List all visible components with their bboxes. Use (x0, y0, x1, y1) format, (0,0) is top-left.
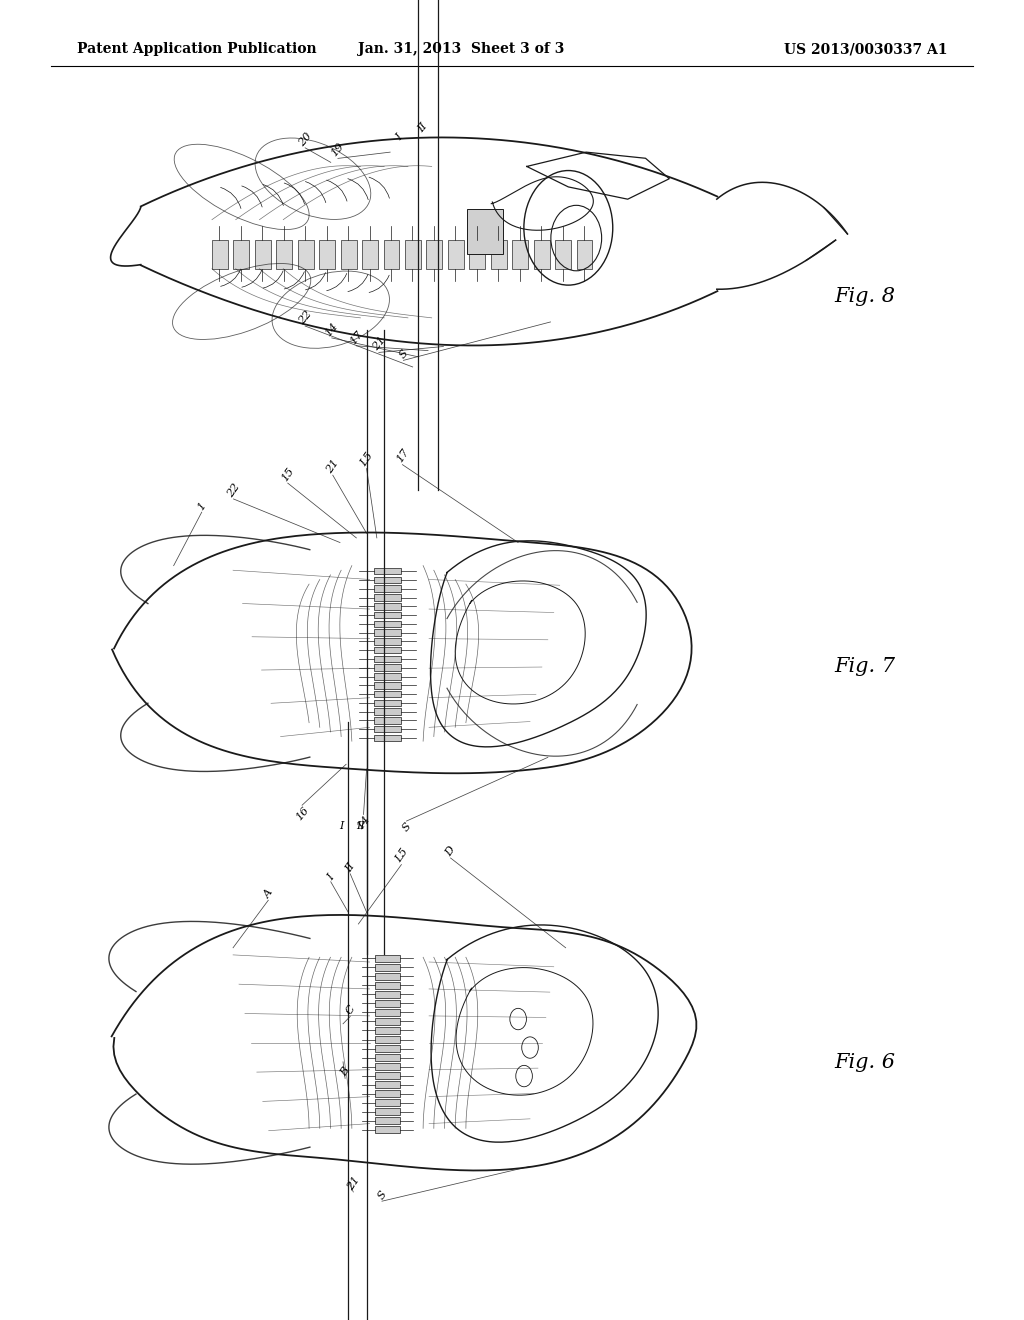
Text: L5: L5 (358, 451, 375, 469)
Bar (374, 585, 400, 591)
Bar (375, 1001, 400, 1007)
Text: B: B (339, 1067, 351, 1078)
Text: US 2013/0030337 A1: US 2013/0030337 A1 (783, 42, 947, 57)
Bar (375, 1018, 400, 1024)
Bar (375, 1090, 400, 1097)
Bar (375, 1072, 400, 1078)
Bar (298, 240, 313, 269)
Bar (374, 577, 400, 583)
Text: I: I (394, 133, 404, 143)
Bar (467, 210, 503, 255)
Text: 15: 15 (280, 466, 296, 483)
Text: 17: 17 (394, 447, 411, 465)
Bar (374, 656, 400, 663)
Bar (374, 611, 400, 618)
Text: A: A (262, 888, 274, 900)
Bar (255, 240, 270, 269)
Text: Fig. 8: Fig. 8 (835, 288, 896, 306)
Bar (375, 973, 400, 979)
Bar (404, 240, 421, 269)
Bar (375, 1027, 400, 1034)
Bar (375, 1045, 400, 1052)
Text: 17: 17 (348, 329, 365, 346)
Text: Jan. 31, 2013  Sheet 3 of 3: Jan. 31, 2013 Sheet 3 of 3 (357, 42, 564, 57)
Text: 21: 21 (371, 335, 387, 352)
Text: Patent Application Publication: Patent Application Publication (77, 42, 316, 57)
Text: C: C (344, 1003, 356, 1016)
Bar (490, 240, 507, 269)
Bar (374, 594, 400, 601)
Bar (534, 240, 550, 269)
Bar (375, 964, 400, 970)
Text: 19: 19 (330, 141, 346, 158)
Bar (426, 240, 442, 269)
Text: 20: 20 (297, 131, 313, 148)
Text: 1: 1 (196, 500, 208, 512)
Bar (374, 682, 400, 689)
Bar (374, 630, 400, 636)
Text: 16: 16 (294, 805, 310, 822)
Bar (375, 991, 400, 998)
Bar (512, 240, 528, 269)
Text: I: I (339, 821, 343, 832)
Bar (469, 240, 485, 269)
Text: 14: 14 (355, 814, 372, 832)
Bar (362, 240, 378, 269)
Text: Fig. 7: Fig. 7 (835, 657, 896, 676)
Text: S: S (397, 348, 410, 360)
Text: II: II (417, 121, 429, 135)
Bar (375, 1081, 400, 1088)
Bar (374, 620, 400, 627)
Bar (447, 240, 464, 269)
Bar (375, 1036, 400, 1043)
Text: S: S (376, 1189, 388, 1201)
Bar (375, 1008, 400, 1015)
Bar (374, 647, 400, 653)
Bar (375, 954, 400, 961)
Bar (374, 735, 400, 741)
Bar (341, 240, 356, 269)
Bar (374, 700, 400, 706)
Bar (276, 240, 292, 269)
Bar (375, 1109, 400, 1115)
Text: D: D (444, 845, 457, 858)
Bar (577, 240, 593, 269)
Bar (374, 568, 400, 574)
Text: L5: L5 (393, 847, 410, 865)
Text: I: I (326, 873, 336, 882)
Bar (374, 603, 400, 610)
Bar (374, 717, 400, 723)
Bar (374, 726, 400, 733)
Text: II: II (356, 821, 365, 832)
Bar (374, 690, 400, 697)
Bar (374, 638, 400, 644)
Text: 22: 22 (225, 482, 242, 499)
Bar (384, 240, 399, 269)
Text: 21: 21 (345, 1175, 361, 1192)
Bar (375, 1126, 400, 1133)
Bar (374, 664, 400, 671)
Text: II: II (344, 861, 356, 874)
Bar (319, 240, 335, 269)
Bar (375, 1055, 400, 1061)
Bar (374, 673, 400, 680)
Text: 21: 21 (325, 458, 341, 475)
Text: S: S (400, 821, 413, 833)
Bar (374, 709, 400, 715)
Bar (375, 1100, 400, 1106)
Bar (375, 982, 400, 989)
Bar (375, 1117, 400, 1125)
Text: 22: 22 (297, 309, 313, 326)
Text: Fig. 6: Fig. 6 (835, 1053, 896, 1072)
Text: 14: 14 (324, 321, 340, 338)
Bar (233, 240, 249, 269)
Bar (212, 240, 227, 269)
Bar (555, 240, 571, 269)
Bar (375, 1063, 400, 1071)
